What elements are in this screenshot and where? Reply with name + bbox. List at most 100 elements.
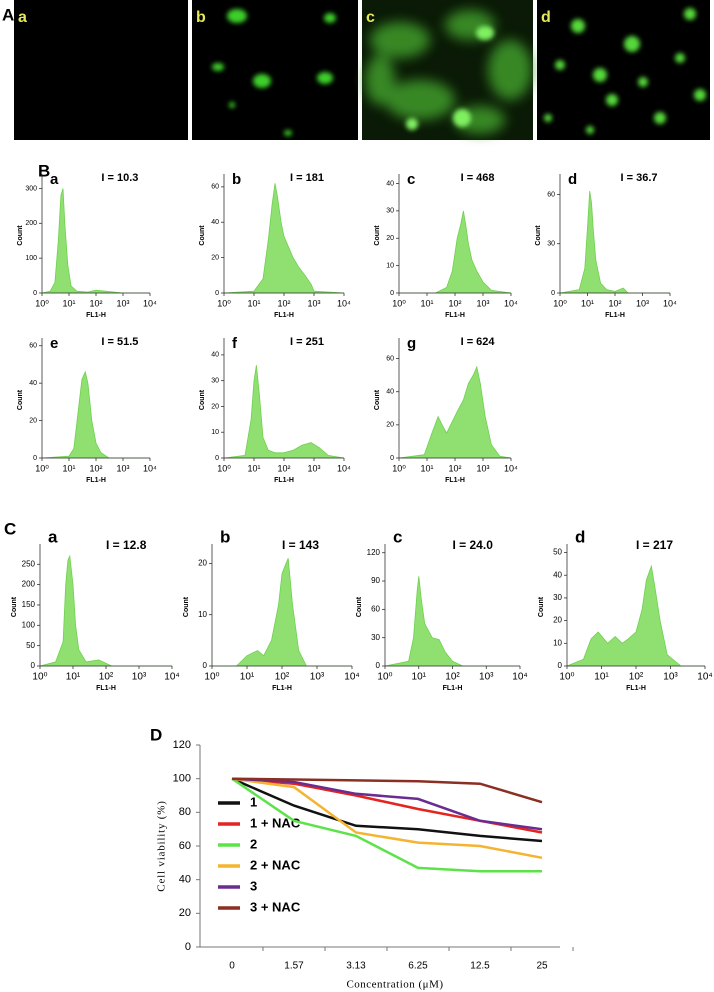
y-axis-label: Count [17,389,24,410]
panel-letter: e [50,335,58,352]
x-axis-label: FL1-H [445,312,465,319]
image-label: b [196,9,206,26]
y-tick-label: 40 [386,389,394,396]
series-line [231,777,543,860]
y-tick-label: 40 [211,219,219,226]
x-tick-label: 10² [89,463,102,473]
y-tick-label: 80 [179,806,191,818]
image-label: a [18,9,27,26]
x-axis-label: FL1-H [605,312,625,319]
x-tick-label: 10¹ [247,298,260,308]
x-axis-label: FL1-H [445,477,465,484]
x-axis-label: FL1-H [274,312,294,319]
x-tick-label: 10² [448,298,461,308]
histogram-area [559,191,670,294]
histogram-area [39,554,172,667]
x-tick-label: 10¹ [66,672,81,683]
y-tick-label: 20 [386,422,394,429]
legend-label: 1 + NAC [250,815,301,830]
y-tick-label: 60 [211,184,219,191]
x-tick-label: 10⁰ [392,463,406,473]
y-tick-label: 50 [553,548,562,557]
x-tick-label: 10⁴ [697,672,712,683]
x-tick-label: 0 [229,961,235,972]
x-tick-label: 10⁴ [344,672,359,683]
x-tick-label: 10³ [636,298,649,308]
panel-letter: d [568,171,577,188]
y-tick-label: 60 [547,191,555,198]
x-tick-label: 10³ [116,463,129,473]
x-tick-label: 10⁴ [504,463,518,473]
image-label: c [366,9,375,26]
x-tick-label: 10³ [476,463,489,473]
histogram-area [41,188,150,294]
y-tick-label: 20 [29,417,37,424]
y-tick-label: 20 [179,907,191,919]
x-tick-label: 10³ [663,672,678,683]
y-tick-label: 60 [371,604,380,613]
panel-label: C [4,519,16,538]
x-tick-label: 10³ [116,298,129,308]
series-line [231,777,542,873]
y-tick-label: 250 [22,559,36,568]
histogram-area [41,370,150,459]
histogram-area [566,564,705,667]
x-tick-label: 10¹ [420,298,433,308]
y-tick-label: 200 [25,220,37,227]
annotation: I = 217 [636,538,673,552]
histogram-area [223,183,345,294]
panel-label: A [2,5,14,24]
x-tick-label: 10⁰ [35,298,49,308]
annotation: I = 12.8 [106,538,147,552]
x-tick-label: 10³ [476,298,489,308]
x-axis-label: FL1-H [96,685,116,692]
x-tick-label: 10³ [132,672,147,683]
x-tick-label: 10² [277,298,290,308]
y-tick-label: 20 [386,235,394,242]
x-tick-label: 10⁴ [504,298,518,308]
y-tick-label: 50 [26,641,35,650]
x-tick-label: 10⁰ [392,298,406,308]
x-tick-label: 10¹ [62,298,75,308]
x-tick-label: 10⁴ [512,672,527,683]
histogram-area [398,365,512,459]
x-tick-label: 10⁰ [32,672,47,683]
y-tick-label: 0 [390,455,394,462]
x-tick-label: 10¹ [594,672,609,683]
y-axis-label: Count [535,225,542,246]
x-tick-label: 10⁰ [217,298,231,308]
x-tick-label: 10¹ [247,463,260,473]
y-tick-label: 40 [179,874,191,886]
x-tick-label: 12.5 [470,961,490,972]
series-line [231,777,543,804]
legend-label: 3 + NAC [250,899,301,914]
x-tick-label: 10⁰ [559,672,574,683]
panel-letter: c [393,527,402,546]
series-line [231,777,543,831]
x-axis-label: FL1-H [443,685,463,692]
annotation: I = 251 [290,336,324,348]
series-line [231,777,543,843]
legend-label: 2 [250,836,257,851]
y-tick-label: 10 [386,262,394,269]
y-tick-label: 40 [211,352,219,359]
x-axis-label: FL1-H [86,477,106,484]
x-tick-label: 10³ [307,463,320,473]
panel-letter: c [407,171,415,188]
y-tick-label: 0 [33,290,37,297]
x-tick-label: 1.57 [284,961,304,972]
panel-label: B [38,161,50,180]
annotation: I = 143 [282,538,319,552]
x-tick-label: 25 [536,961,548,972]
y-tick-label: 60 [179,840,191,852]
x-tick-label: 10⁰ [204,672,219,683]
x-tick-label: 10³ [307,298,320,308]
micrograph [362,0,533,140]
panel-letter: a [50,171,59,188]
panel-letter: g [407,335,416,352]
annotation: I = 468 [461,172,495,184]
y-tick-label: 300 [25,185,37,192]
panel-letter: b [232,171,241,188]
panel-letter: b [220,527,230,546]
y-tick-label: 30 [211,378,219,385]
